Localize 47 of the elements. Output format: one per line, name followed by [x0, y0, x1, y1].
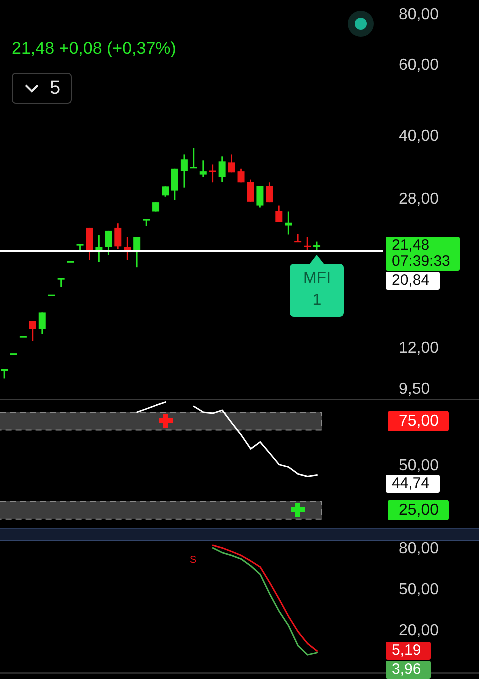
y-tick-label: 60,00 [399, 56, 440, 74]
candlestick [276, 205, 283, 223]
candlestick [285, 211, 292, 236]
candlestick [57, 278, 66, 288]
annotation: MFI 1 [303, 269, 332, 312]
ref-line-label: 20,84 [392, 272, 430, 289]
y-tick-label: 80,00 [399, 540, 440, 558]
y-tick-label: 25,00 [399, 502, 440, 519]
candlestick [200, 160, 207, 178]
annotation: S [190, 554, 197, 568]
text: 21,48 +0,08 (+0,37%) [12, 39, 176, 59]
candlestick [180, 154, 188, 189]
candlestick [114, 222, 122, 250]
text: 44,74 [392, 474, 430, 492]
candlestick [312, 241, 322, 252]
candlestick [228, 154, 236, 174]
candlestick [294, 233, 302, 243]
y-tick-label: 75,00 [399, 412, 440, 430]
candlestick [238, 168, 245, 184]
y-tick-label: 20,00 [399, 622, 440, 640]
candlestick [29, 320, 36, 342]
text: 3,96 [392, 661, 422, 678]
y-tick-label: 9,50 [399, 380, 430, 398]
candlestick [256, 185, 264, 208]
y-tick-label: 50,00 [399, 582, 440, 599]
candlestick [266, 182, 274, 204]
dropdown: 5 [12, 73, 72, 104]
y-tick-label: 12,00 [399, 340, 440, 357]
y-tick-label: 50,00 [399, 457, 440, 474]
candlestick [105, 230, 112, 256]
text: 21,48 07:39:33 [392, 237, 450, 270]
candlestick [190, 147, 198, 169]
candlestick [142, 219, 151, 228]
candlestick [38, 312, 46, 336]
candlestick [171, 168, 178, 201]
candlestick [247, 179, 254, 203]
candlestick [162, 186, 169, 198]
candlestick [218, 156, 226, 183]
y-tick-label: 80,00 [399, 6, 440, 24]
y-tick-label: 40,00 [399, 128, 440, 146]
y-tick-label: 28,00 [399, 190, 440, 208]
text: 5,19 [392, 642, 422, 660]
annotation: 5 [50, 78, 61, 100]
candlestick [208, 164, 218, 184]
callout: MFI 1 [290, 254, 344, 317]
candlestick [303, 236, 312, 251]
candlestick [134, 236, 141, 268]
